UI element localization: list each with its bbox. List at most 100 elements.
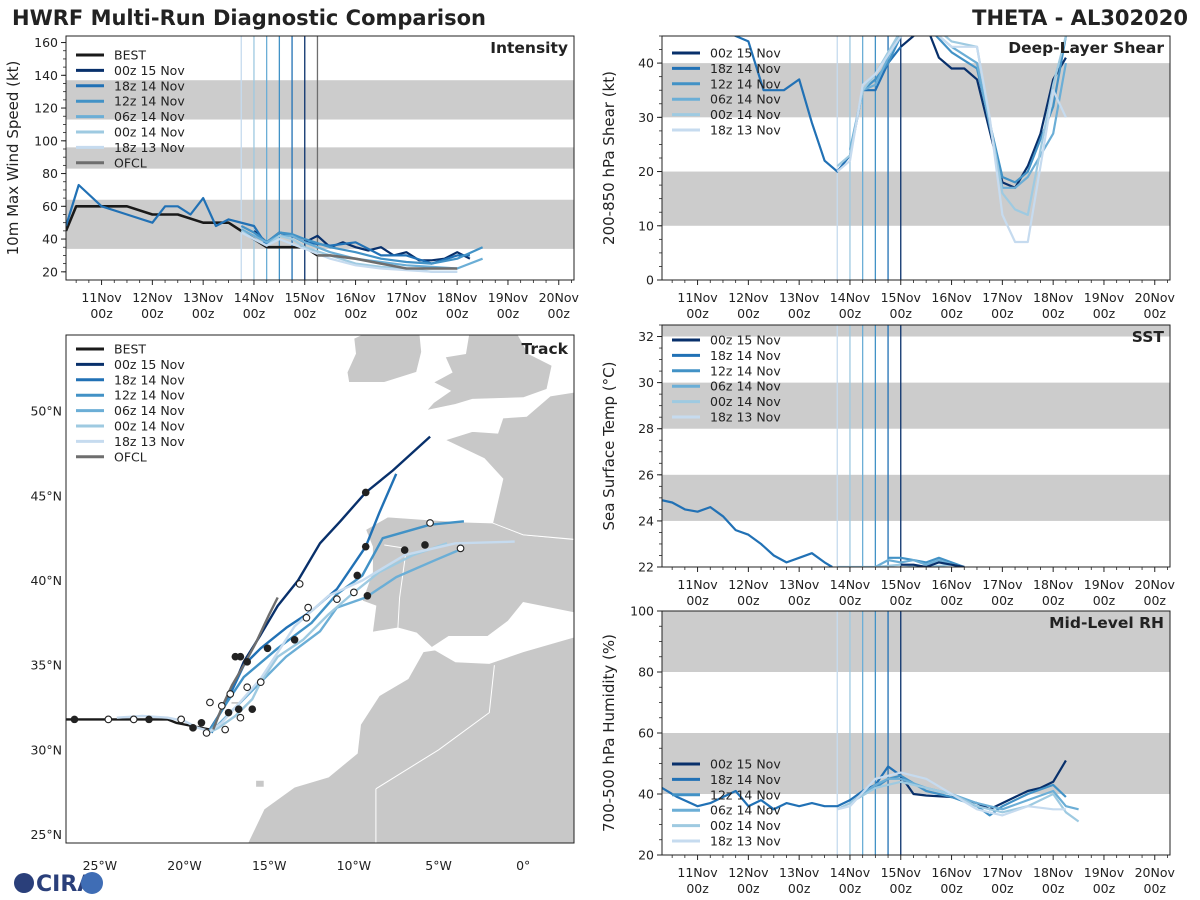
storm-id: THETA - AL302020 [972,6,1188,30]
y-tick-label: 26 [638,467,654,482]
x-tick-hour: 00z [344,306,367,321]
series-line-12z-14-nov [888,556,965,567]
legend-label: 18z 14 Nov [114,372,185,387]
track-marker-open [104,715,113,724]
x-tick-hour: 00z [90,306,113,321]
y-tick-label: 28 [638,421,654,436]
legend-label: 00z 14 Nov [710,394,781,409]
x-tick-hour: 00z [940,881,963,896]
track-marker-open [177,715,185,724]
legend-label: 18z 13 Nov [114,140,185,155]
x-tick-hour: 00z [788,881,811,896]
track-map: Track 25°W 20°W 15°W 10°W 5°W 0° 25°N 30°N 35°N 40… [30,334,575,873]
y-tick-label: 100 [630,604,654,619]
series-line-00z-14-nov [836,780,1080,823]
series-line-18z-14-nov [732,36,902,173]
x-tick-hour: 00z [141,306,164,321]
x-tick-hour: 00z [1093,881,1116,896]
track-marker-open [243,683,252,692]
shear-chart: 0 10 20 30 40 200-850 hPa Shear (kt) Deep-Laye… [600,35,1176,321]
x-tick-day: 18Nov [1033,577,1074,592]
y-tick-label: 0 [646,273,654,288]
legend-label: 12z 14 Nov [710,76,781,91]
track-marker-filled [231,652,240,661]
plot-frame [661,324,1171,568]
lat-tick-label: 40°N [30,573,62,588]
reference-band [662,611,1170,672]
x-tick-day: 14Nov [830,865,871,880]
track-marker-open [217,701,226,710]
x-tick-day: 16Nov [931,577,972,592]
x-tick-hour: 00z [991,306,1014,321]
reference-band [662,171,1170,226]
legend-label: BEST [114,48,146,63]
legend-label: 00z 15 Nov [710,757,781,772]
track-marker-filled [421,541,429,549]
track-marker-open [202,729,211,737]
track-marker-open [236,713,245,722]
x-tick-day: 12Nov [728,865,769,880]
lon-tick-label: 0° [516,858,530,873]
sst-chart: 22 24 26 28 30 32 Sea Surface Temp (°C) SST 11No… [600,324,1176,608]
y-tick-label: 100 [34,133,58,148]
track-marker-filled [224,708,233,717]
legend-label: 12z 14 Nov [114,94,185,109]
x-tick-day: 18Nov [1033,865,1074,880]
lon-tick-label: 15°W [252,858,287,873]
x-tick-day: 11Nov [677,290,718,305]
legend-label: 18z 14 Nov [710,61,781,76]
legend-label: 06z 14 Nov [710,92,781,107]
x-tick-day: 14Nov [234,290,275,305]
x-tick-day: 11Nov [677,577,718,592]
x-tick-hour: 00z [446,306,469,321]
y-tick-label: 120 [34,101,58,116]
y-axis-label: 10m Max Wind Speed (kt) [4,61,22,256]
y-tick-label: 30 [638,375,654,390]
legend-label: 12z 14 Nov [114,388,185,403]
legend-label: 00z 14 Nov [710,818,781,833]
panel-title: Track [522,340,569,358]
figure-title: HWRF Multi-Run Diagnostic Comparison [12,6,486,30]
country-border [375,665,495,790]
intensity-chart: 20 40 60 80 100 120 140 160 10m Max Wind Speed (… [4,35,580,321]
ireland-landmass [346,335,423,383]
legend-label: 06z 14 Nov [114,403,185,418]
x-tick-hour: 00z [1093,593,1116,608]
x-tick-hour: 00z [890,593,913,608]
x-tick-day: 17Nov [982,290,1023,305]
track-marker-filled [243,658,251,666]
france-landmass [444,391,574,540]
plot-area [66,183,484,273]
reference-band [662,382,1170,429]
y-tick-label: 80 [42,166,58,181]
series-line-18z-13-nov [836,36,1067,244]
x-tick-day: 13Nov [779,290,820,305]
x-tick-hour: 00z [940,306,963,321]
panel-title: Mid-Level RH [1049,614,1164,632]
track-marker-filled [248,705,257,714]
legend-label: 18z 14 Nov [114,78,185,93]
x-tick-day: 15Nov [285,290,326,305]
x-tick-hour: 00z [548,306,571,321]
x-tick-day: 12Nov [728,577,769,592]
canary-island [255,779,265,788]
plot-frame [65,35,575,281]
reference-band [66,199,574,249]
track-marker-filled [290,636,299,644]
panel-title: Deep-Layer Shear [1008,39,1164,57]
x-tick-hour: 00z [737,593,760,608]
y-tick-label: 40 [638,56,654,71]
y-axis-label: Sea Surface Temp (°C) [600,361,618,530]
lat-tick-label: 45°N [30,488,62,503]
legend-label: 06z 14 Nov [114,109,185,124]
series-line-18z-13-nov [240,231,458,273]
x-tick-day: 13Nov [183,290,224,305]
x-tick-hour: 00z [1042,593,1065,608]
x-tick-day: 16Nov [931,865,972,880]
x-tick-day: 12Nov [132,290,173,305]
africa-landmass [247,636,574,843]
rh-chart: 20 40 60 80 100 700-500 hPa Humidity (%) Mid-L… [600,604,1176,897]
series-line-00z-15-nov [900,36,1067,189]
track-marker-filled [145,715,153,724]
y-tick-label: 20 [638,164,654,179]
